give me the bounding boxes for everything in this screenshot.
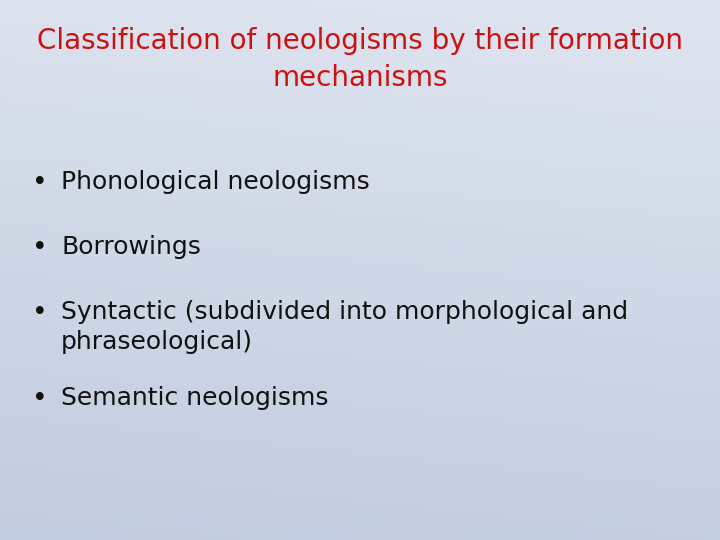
Text: Phonological neologisms: Phonological neologisms — [61, 170, 370, 194]
Text: •: • — [32, 235, 48, 261]
Text: Semantic neologisms: Semantic neologisms — [61, 386, 329, 410]
Text: •: • — [32, 170, 48, 196]
Text: •: • — [32, 300, 48, 326]
Text: Syntactic (subdivided into morphological and
phraseological): Syntactic (subdivided into morphological… — [61, 300, 629, 354]
Text: Borrowings: Borrowings — [61, 235, 201, 259]
Text: Classification of neologisms by their formation
mechanisms: Classification of neologisms by their fo… — [37, 27, 683, 92]
Text: •: • — [32, 386, 48, 412]
